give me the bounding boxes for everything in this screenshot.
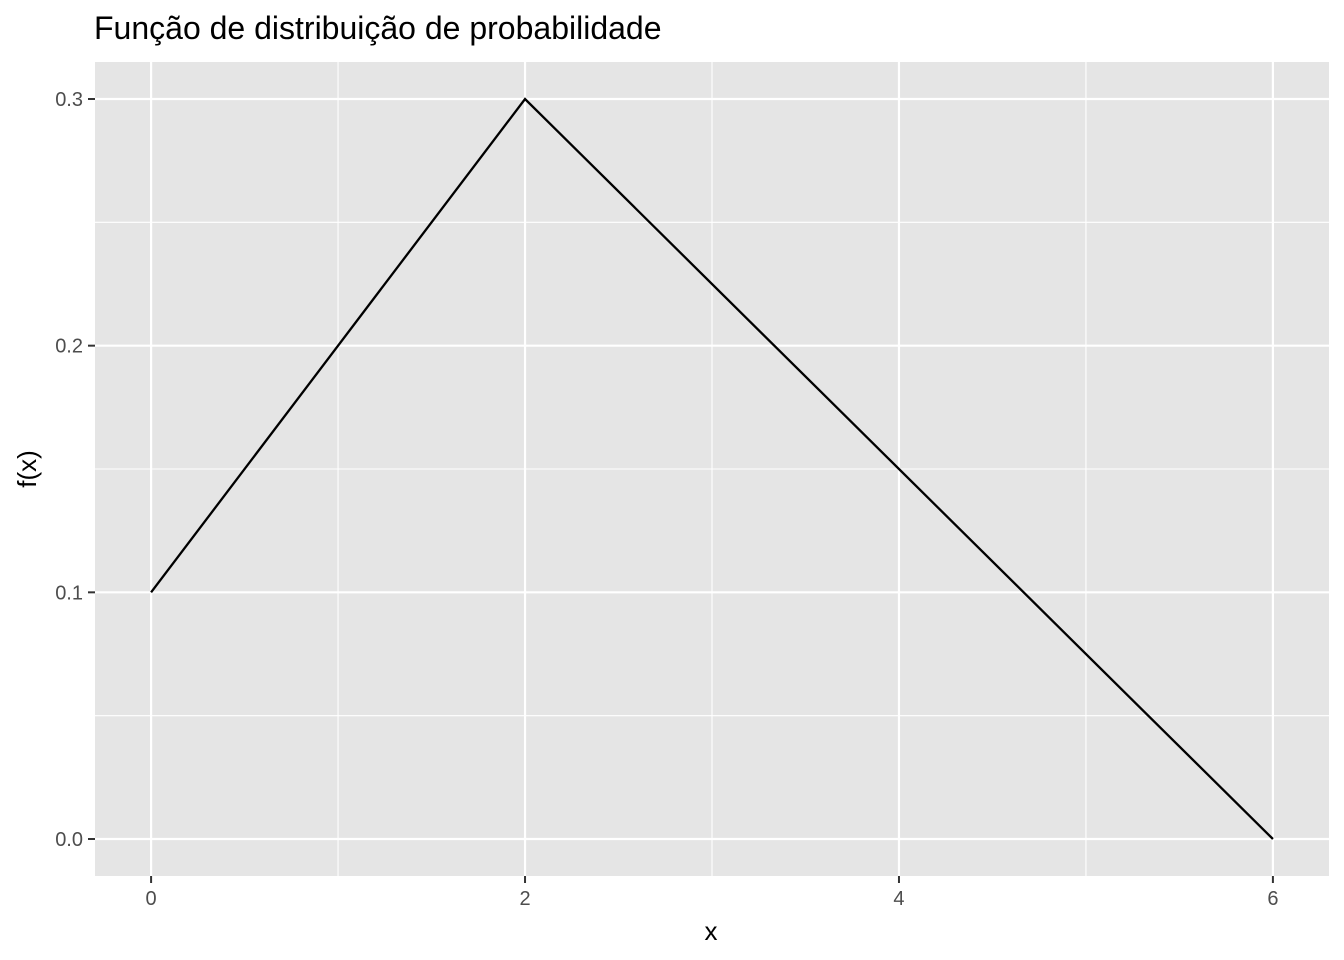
minor-gridlines [95,62,1329,876]
x-tick-label: 6 [1267,888,1278,910]
chart-title: Função de distribuição de probabilidade [94,10,662,46]
x-axis-label: x [705,916,718,946]
y-axis: 0.0 0.1 0.2 0.3 [55,89,95,851]
x-tick-label: 0 [146,888,157,910]
series-line [150,97,1274,840]
y-tick-label: 0.3 [55,89,83,111]
x-axis: 0 2 4 6 [146,876,1278,910]
y-axis-label: f(x) [12,450,42,488]
major-gridlines [95,62,1329,876]
y-tick-label: 0.0 [55,829,83,851]
y-tick-label: 0.1 [55,582,83,604]
x-tick-label: 4 [893,888,904,910]
y-tick-label: 0.2 [55,336,83,358]
x-tick-label: 2 [519,888,530,910]
